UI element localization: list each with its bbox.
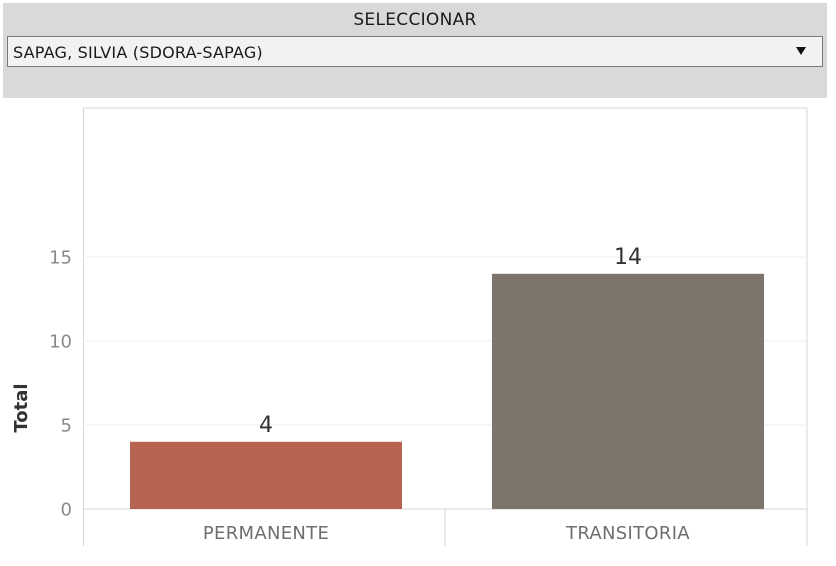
y-tick-label: 0	[61, 500, 72, 521]
triangle-down-icon[interactable]	[796, 47, 806, 55]
data-labels: 4 14	[259, 245, 642, 438]
category-labels: PERMANENTE TRANSITORIA	[203, 523, 690, 544]
bars	[130, 273, 764, 509]
y-axis-title: Total	[11, 383, 32, 432]
bar-chart: 0 5 10 15 4 14 PERMANENTE TRANSITORIA Total	[11, 107, 808, 546]
category-label-permanente: PERMANENTE	[203, 523, 329, 544]
dropdown-selected-value: SAPAG, SILVIA (SDORA-SAPAG)	[13, 43, 263, 62]
person-select-dropdown[interactable]: SAPAG, SILVIA (SDORA-SAPAG)	[7, 36, 823, 67]
filter-panel: SELECCIONAR SAPAG, SILVIA (SDORA-SAPAG)	[3, 3, 827, 98]
data-label-transitoria: 14	[614, 245, 642, 270]
category-label-transitoria: TRANSITORIA	[565, 523, 690, 544]
bar-transitoria[interactable]	[492, 273, 764, 509]
filter-title: SELECCIONAR	[353, 10, 477, 30]
y-tick-label: 15	[49, 248, 72, 269]
data-label-permanente: 4	[259, 413, 273, 438]
y-tick-labels: 0 5 10 15	[49, 248, 72, 521]
y-tick-label: 5	[61, 416, 72, 437]
bar-permanente[interactable]	[130, 441, 402, 509]
y-tick-label: 10	[49, 332, 72, 353]
